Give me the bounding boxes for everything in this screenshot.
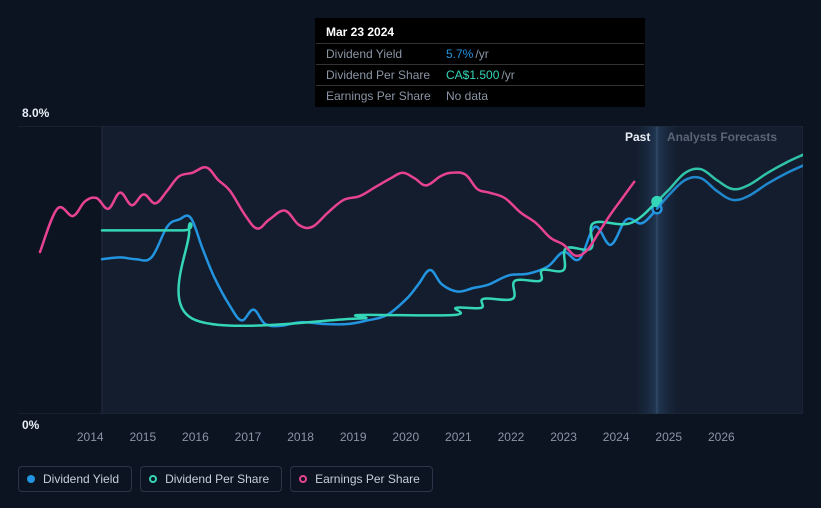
x-axis-tick: 2019 xyxy=(340,430,367,444)
legend-label: Dividend Per Share xyxy=(165,472,269,486)
x-axis-tick: 2025 xyxy=(655,430,682,444)
tooltip-row-label: Dividend Per Share xyxy=(326,68,446,82)
legend-label: Dividend Yield xyxy=(43,472,119,486)
x-axis-tick: 2026 xyxy=(708,430,735,444)
tooltip-row: Dividend Per ShareCA$1.500 /yr xyxy=(316,65,644,86)
tooltip-row: Dividend Yield5.7% /yr xyxy=(316,44,644,65)
chart-plot-area[interactable] xyxy=(18,126,803,414)
y-axis-max-label: 8.0% xyxy=(22,106,49,120)
tooltip-row-suffix: /yr xyxy=(475,47,488,61)
chart-tooltip: Mar 23 2024 Dividend Yield5.7% /yrDivide… xyxy=(315,18,645,107)
x-axis-tick: 2023 xyxy=(550,430,577,444)
dividend-chart: 8.0% 0% Past Analysts Forecasts 20142015… xyxy=(18,108,803,448)
x-axis: 2014 2015 2016 2017 2018 2019 2020 2021 2022 2023… xyxy=(18,430,803,448)
legend-ring-icon xyxy=(299,475,307,483)
legend-label: Earnings Per Share xyxy=(315,472,420,486)
tooltip-row-label: Earnings Per Share xyxy=(326,89,446,103)
tooltip-row-value: 5.7% xyxy=(446,47,473,61)
legend-item[interactable]: Earnings Per Share xyxy=(290,466,433,492)
x-axis-tick: 2022 xyxy=(498,430,525,444)
x-axis-tick: 2014 xyxy=(77,430,104,444)
x-axis-tick: 2017 xyxy=(235,430,262,444)
forecast-section-label: Analysts Forecasts xyxy=(667,130,777,144)
legend-item[interactable]: Dividend Per Share xyxy=(140,466,282,492)
tooltip-row: Earnings Per ShareNo data xyxy=(316,86,644,106)
tooltip-row-label: Dividend Yield xyxy=(326,47,446,61)
legend-dot-icon xyxy=(27,475,35,483)
tooltip-date: Mar 23 2024 xyxy=(316,19,644,44)
chart-legend: Dividend Yield Dividend Per Share Earnings… xyxy=(18,466,433,492)
legend-ring-icon xyxy=(149,475,157,483)
tooltip-row-suffix: /yr xyxy=(501,68,514,82)
x-axis-tick: 2024 xyxy=(603,430,630,444)
legend-item[interactable]: Dividend Yield xyxy=(18,466,132,492)
tooltip-row-value: No data xyxy=(446,89,488,103)
x-axis-tick: 2016 xyxy=(182,430,209,444)
x-axis-tick: 2020 xyxy=(392,430,419,444)
x-axis-tick: 2021 xyxy=(445,430,472,444)
tooltip-row-value: CA$1.500 xyxy=(446,68,499,82)
x-axis-tick: 2018 xyxy=(287,430,314,444)
past-section-label: Past xyxy=(625,130,650,144)
x-axis-tick: 2015 xyxy=(129,430,156,444)
